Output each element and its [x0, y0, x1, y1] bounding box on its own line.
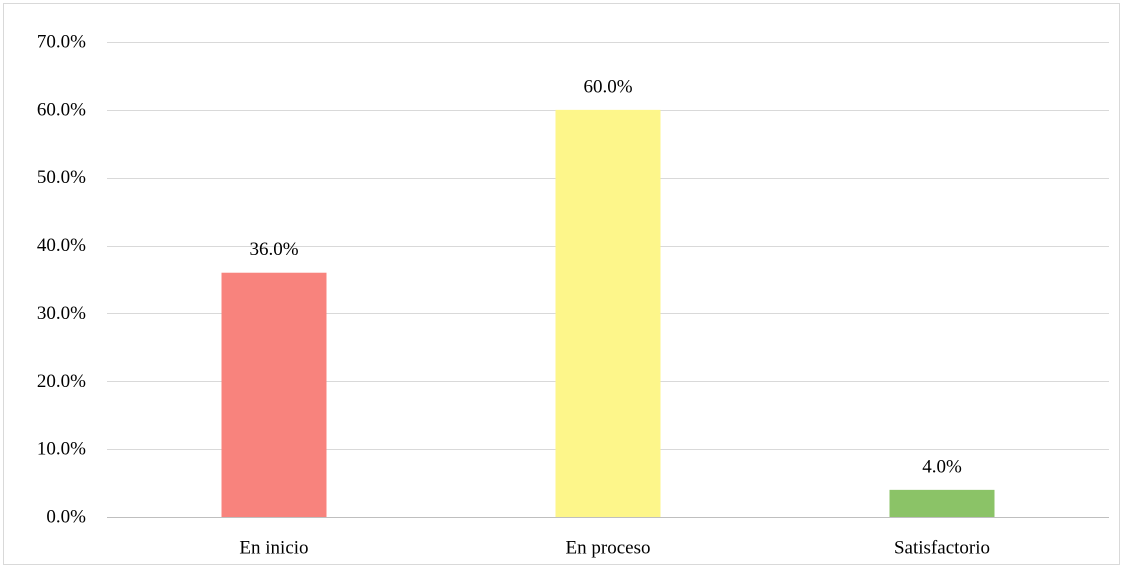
bar-en-inicio [221, 272, 327, 517]
data-labels: 36.0% 60.0% 4.0% [249, 76, 962, 477]
y-tick-label: 30.0% [37, 303, 86, 324]
y-tick-label: 0.0% [46, 507, 86, 528]
y-tick-label: 60.0% [37, 99, 86, 120]
bars [221, 109, 995, 517]
x-tick-label: En proceso [566, 538, 651, 559]
x-axis-tick-labels: En inicio En proceso Satisfactorio [239, 538, 990, 559]
data-label: 4.0% [922, 456, 962, 477]
y-tick-label: 50.0% [37, 167, 86, 188]
x-tick-label: Satisfactorio [894, 538, 990, 559]
y-tick-label: 20.0% [37, 371, 86, 392]
bar-satisfactorio [889, 489, 995, 517]
bar-en-proceso [555, 109, 661, 517]
y-tick-label: 40.0% [37, 235, 86, 256]
y-axis-tick-labels: 0.0% 10.0% 20.0% 30.0% 40.0% 50.0% 60.0% 70.0% [37, 32, 86, 528]
y-tick-label: 70.0% [37, 32, 86, 53]
x-tick-label: En inicio [239, 538, 308, 559]
data-label: 36.0% [249, 239, 298, 260]
y-tick-label: 10.0% [37, 439, 86, 460]
data-label: 60.0% [583, 76, 632, 97]
